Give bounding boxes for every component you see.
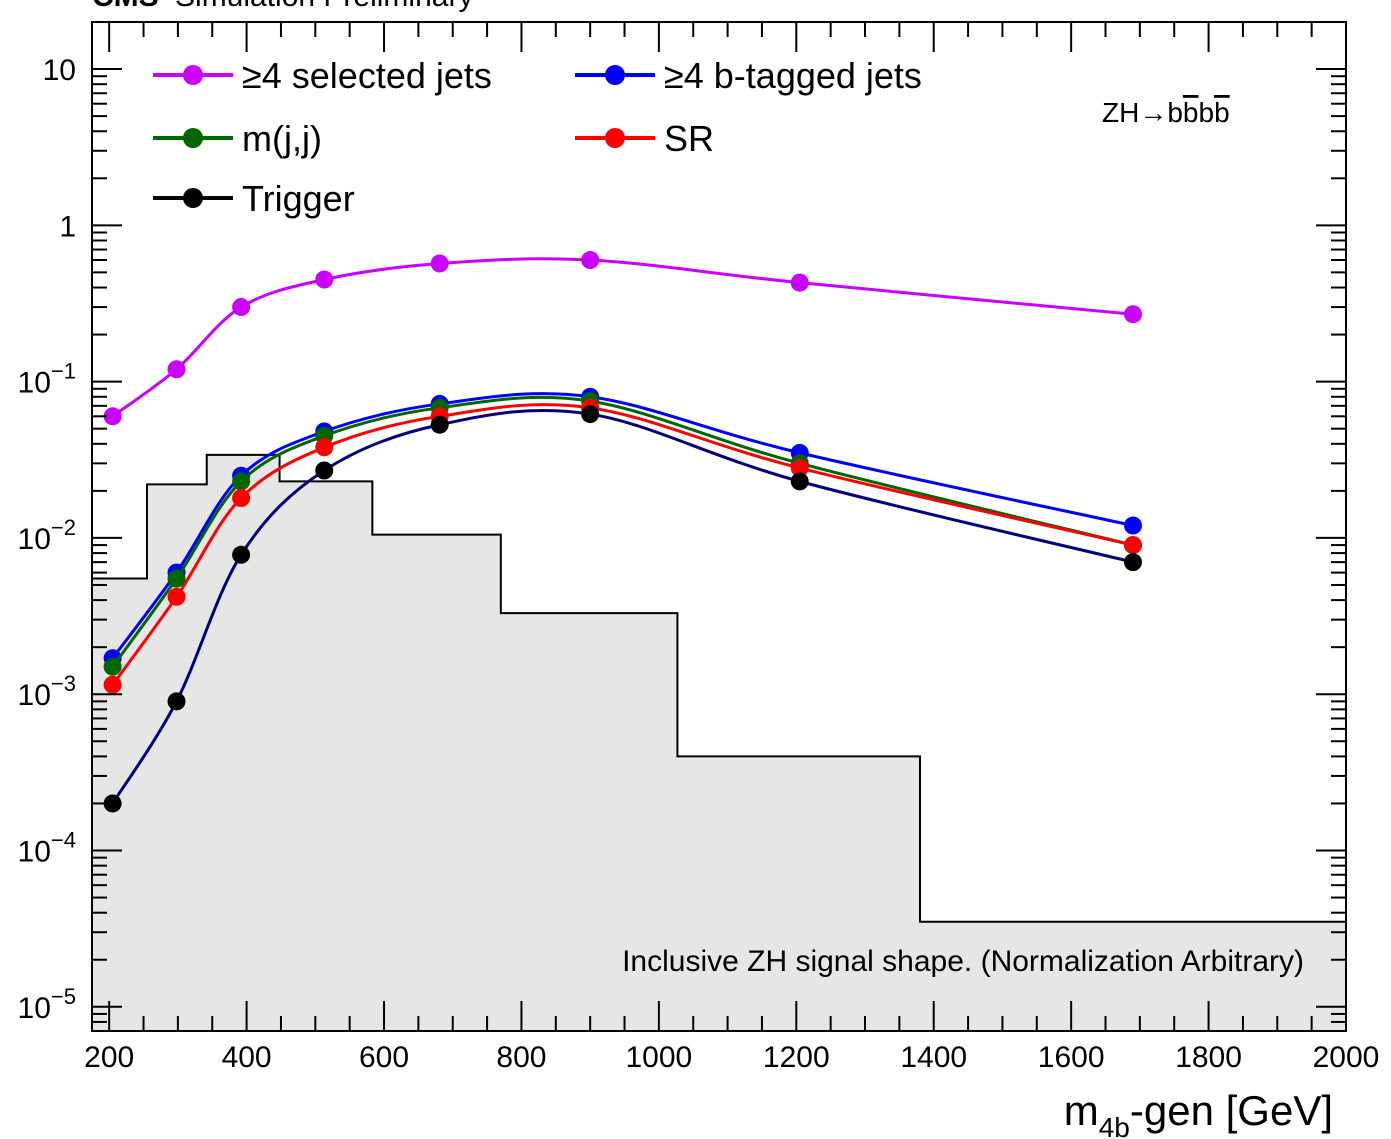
y-tick-label-0.00001: 10−5 [18,984,76,1025]
data-point-selected_jets-0 [103,407,122,426]
data-point-mjj-0 [103,657,122,676]
x-tick-label-2000: 2000 [1313,1041,1380,1074]
axis-ticks [92,21,1347,1032]
legend-label-trigger: Trigger [242,178,355,219]
legend-item-selected_jets: ≥4 selected jets [153,55,492,96]
data-point-trigger-1 [167,692,186,711]
x-tick-label-1800: 1800 [1175,1041,1242,1074]
x-axis-label-rest: -gen [GeV] [1130,1087,1333,1134]
data-point-selected_jets-5 [581,251,600,270]
x-tick-label-1200: 1200 [763,1041,830,1074]
data-point-trigger-6 [790,472,809,491]
x-tick-label-600: 600 [359,1041,409,1074]
legend-item-mjj: m(j,j) [153,118,322,159]
legend-marker-sr [605,128,625,148]
legend-label-mjj: m(j,j) [242,118,322,159]
data-point-mjj-1 [167,569,186,588]
data-point-btagged_jets-7 [1123,516,1142,535]
x-tick-label-1000: 1000 [626,1041,693,1074]
chart-header: CMS Simulation Preliminary [92,0,473,13]
data-point-selected_jets-7 [1123,305,1142,324]
legend-label-selected_jets: ≥4 selected jets [242,55,492,96]
x-axis-label-main: m [1064,1087,1099,1134]
data-point-sr-7 [1123,536,1142,555]
plot-frame [91,21,1347,1032]
legend-label-sr: SR [664,118,714,159]
legend-marker-trigger [183,188,203,208]
data-point-sr-3 [315,438,334,457]
data-point-sr-1 [167,587,186,606]
series-trigger [103,405,1142,813]
process-label: ZH→bbbb [1102,97,1230,128]
data-point-trigger-0 [103,794,122,813]
experiment-label: CMS [92,0,159,13]
legend-marker-btagged_jets [605,65,625,85]
data-point-trigger-5 [581,405,600,424]
data-point-trigger-4 [430,415,449,434]
x-tick-labels: 200 400 600 800 1000 1200 1400 1600 1800 2000 [84,1041,1379,1074]
x-tick-label-1600: 1600 [1038,1041,1105,1074]
data-point-selected_jets-1 [167,360,186,379]
y-tick-label-1: 1 [59,210,76,243]
series-line-selected_jets [111,257,1134,418]
legend: ≥4 selected jets ≥4 b-tagged jets m(j,j) SR… [153,55,922,219]
series-group [103,251,1142,813]
data-point-selected_jets-6 [790,273,809,292]
plot-area [92,251,1346,1031]
data-point-selected_jets-2 [232,298,251,317]
x-axis-label: m4b-gen [GeV] [1064,1087,1333,1139]
data-point-mjj-2 [232,472,251,491]
data-point-sr-2 [232,489,251,508]
status-label: Simulation Preliminary [175,0,473,13]
data-point-trigger-3 [315,461,334,480]
y-tick-label-0.001: 10−3 [18,671,76,712]
y-tick-label-0.0001: 10−4 [18,827,76,868]
data-point-selected_jets-3 [315,270,334,289]
x-axis-label-sub: 4b [1099,1112,1130,1139]
legend-label-btagged_jets: ≥4 b-tagged jets [664,55,922,96]
x-tick-label-200: 200 [84,1041,134,1074]
data-point-sr-0 [103,675,122,694]
legend-item-sr: SR [575,118,714,159]
data-point-trigger-7 [1123,553,1142,572]
y-tick-label-10: 10 [43,54,76,87]
x-tick-label-1400: 1400 [900,1041,967,1074]
x-tick-label-400: 400 [222,1041,272,1074]
data-point-sr-6 [790,459,809,478]
annotation-text: Inclusive ZH signal shape. (Normalizatio… [622,945,1304,978]
inclusive-signal-histogram [92,453,1346,1031]
y-tick-label-0.1: 10−1 [18,359,76,400]
series-selected_jets [103,251,1142,426]
legend-item-btagged_jets: ≥4 b-tagged jets [575,55,922,96]
y-tick-labels: 10−5 10−4 10−3 10−2 10−1 1 10 [18,54,76,1025]
legend-marker-mjj [183,128,203,148]
legend-marker-selected_jets [183,65,203,85]
legend-item-trigger: Trigger [153,178,355,219]
data-point-trigger-2 [232,545,251,564]
data-point-selected_jets-4 [430,254,449,273]
y-tick-label-0.01: 10−2 [18,515,76,556]
x-tick-label-800: 800 [496,1041,546,1074]
